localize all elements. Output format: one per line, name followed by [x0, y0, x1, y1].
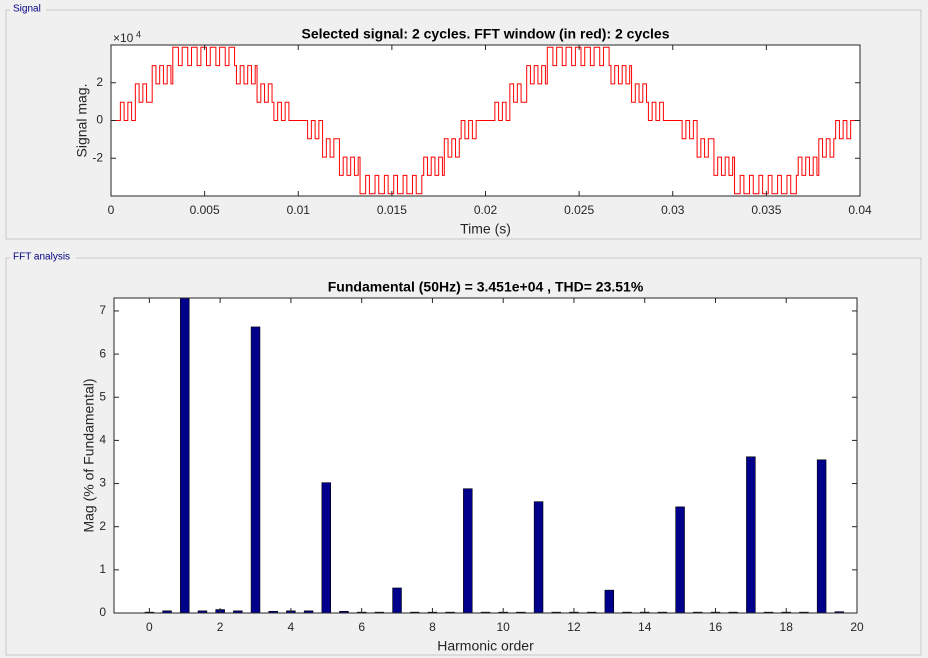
x-tick-label: 0	[108, 203, 115, 217]
x-tick-label: 18	[780, 620, 794, 634]
chart-title: Selected signal: 2 cycles. FFT window (i…	[301, 26, 669, 42]
x-tick-label: 0.03	[661, 203, 685, 217]
x-tick-label: 10	[497, 620, 511, 634]
bar	[197, 610, 208, 613]
bar	[162, 610, 172, 613]
bar	[303, 610, 314, 613]
axes-frame	[113, 297, 858, 614]
x-tick-label: 0.035	[751, 203, 781, 217]
x-tick-label: 8	[429, 620, 436, 634]
bar	[250, 326, 261, 613]
axes-bg	[114, 298, 857, 613]
y-axis-label: Mag (% of Fundamental)	[81, 378, 97, 532]
y-tick-label: 6	[99, 346, 106, 360]
x-tick-label: 0.005	[190, 203, 220, 217]
panel-title: FFT analysis	[13, 252, 70, 263]
y-tick-label: 3	[99, 476, 106, 490]
bar	[746, 456, 756, 613]
x-tick-label: 14	[638, 620, 652, 634]
x-tick-label: 6	[358, 620, 365, 634]
bar	[463, 488, 473, 613]
panel-label-bg	[10, 3, 46, 15]
chart-title: Fundamental (50Hz) = 3.451e+04 , THD= 23…	[328, 279, 644, 295]
panel-label-bg	[10, 251, 76, 263]
bar	[604, 589, 615, 613]
x-axis-label: Time (s)	[460, 221, 511, 237]
x-tick-label: 0.02	[474, 203, 498, 217]
bar	[392, 587, 402, 613]
x-tick-label: 0.04	[848, 203, 872, 217]
y-tick-label: 2	[96, 75, 103, 89]
bar	[268, 610, 278, 613]
x-tick-label: 0.015	[377, 203, 407, 217]
bar	[675, 506, 685, 613]
bar	[816, 459, 827, 613]
y-tick-label: 0	[96, 113, 103, 127]
fft-panel	[5, 257, 922, 656]
y-tick-label: 1	[99, 562, 106, 576]
y-tick-label: 0	[99, 605, 106, 619]
x-tick-label: 12	[567, 620, 581, 634]
bar	[321, 482, 332, 613]
panel-title: Signal	[13, 4, 41, 15]
y-tick-label: 2	[99, 519, 106, 533]
bar	[339, 610, 349, 613]
signal-panel	[5, 9, 922, 240]
bar	[233, 610, 243, 613]
x-axis-label: Harmonic order	[437, 638, 534, 654]
x-tick-label: 20	[850, 620, 864, 634]
axes-frame	[110, 44, 861, 197]
y-tick-label: -2	[92, 150, 103, 164]
y-multiplier-exp: 4	[136, 29, 141, 39]
signal-line	[111, 46, 860, 195]
x-tick-label: 4	[288, 620, 295, 634]
bar	[834, 611, 845, 613]
x-tick-label: 16	[709, 620, 723, 634]
plot-area	[111, 46, 860, 195]
bar	[533, 501, 544, 613]
x-tick-label: 0	[146, 620, 153, 634]
y-tick-label: 4	[99, 433, 106, 447]
y-multiplier: ×10	[113, 31, 134, 45]
x-tick-label: 2	[217, 620, 224, 634]
x-tick-label: 0.025	[564, 203, 594, 217]
x-tick-label: 0.01	[287, 203, 311, 217]
y-tick-label: 7	[99, 303, 106, 317]
y-tick-label: 5	[99, 389, 106, 403]
y-axis-label: Signal mag.	[74, 84, 90, 158]
